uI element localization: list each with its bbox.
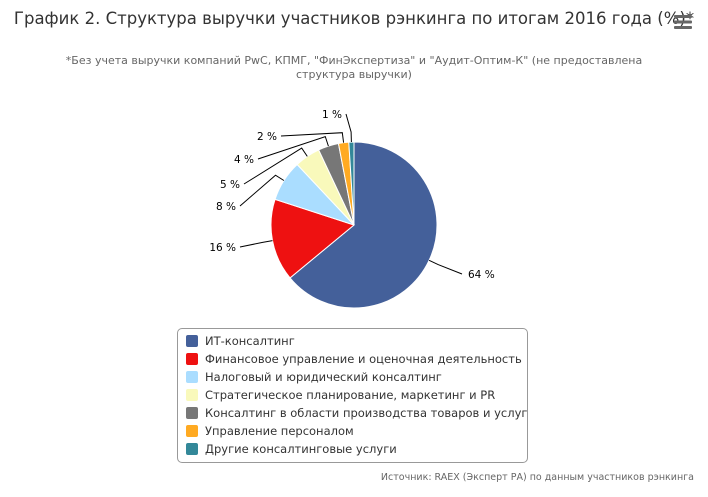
legend-label: Стратегическое планирование, маркетинг и…	[205, 388, 496, 402]
legend-swatch	[186, 407, 198, 419]
legend-label: Консалтинг в области производства товаро…	[205, 406, 528, 420]
legend-item[interactable]: Стратегическое планирование, маркетинг и…	[186, 386, 527, 404]
pie-connector	[257, 135, 329, 160]
legend-item[interactable]: Налоговый и юридический консалтинг	[186, 368, 527, 386]
pie-connector	[345, 113, 352, 143]
pie-connector	[428, 259, 463, 275]
legend-item[interactable]: Управление персоналом	[186, 422, 527, 440]
pie-connector	[239, 240, 273, 248]
legend-swatch	[186, 335, 198, 347]
source-note: Источник: RAEX (Эксперт РА) по данным уч…	[380, 472, 694, 483]
legend-item[interactable]: ИТ-консалтинг	[186, 332, 527, 350]
pie-data-labels: 64 % 16 % 8 % 5 % 4 %2 % 1 %	[209, 109, 494, 281]
legend: ИТ-консалтинг Финансовое управление и оце…	[177, 328, 528, 463]
pie-data-label: 1 %	[322, 109, 342, 121]
legend-label: Другие консалтинговые услуги	[205, 442, 397, 456]
pie-data-label: 2 %	[257, 131, 277, 143]
legend-label: ИТ-консалтинг	[205, 334, 295, 348]
chart-title: График 2. Структура выручки участников р…	[13, 9, 695, 28]
legend-item[interactable]: Консалтинг в области производства товаро…	[186, 404, 527, 422]
chart-subtitle: *Без учета выручки компаний PwC, КПМГ, "…	[65, 54, 643, 81]
pie-data-label: 8 %	[216, 201, 236, 213]
legend-swatch	[186, 389, 198, 401]
legend-label: Финансовое управление и оценочная деятел…	[205, 352, 522, 366]
pie-data-label: 4 %	[234, 154, 254, 166]
legend-label: Управление персоналом	[205, 424, 354, 438]
legend-swatch	[186, 443, 198, 455]
legend-swatch	[186, 425, 198, 437]
legend-swatch	[186, 371, 198, 383]
pie-connector	[243, 147, 308, 185]
legend-item[interactable]: Другие консалтинговые услуги	[186, 440, 527, 458]
pie-data-label: 16 %	[209, 242, 236, 254]
pie-connector	[239, 174, 285, 207]
pie-chart: 64 % 16 % 8 % 5 % 4 %2 % 1 %	[209, 109, 495, 309]
menu-icon[interactable]	[672, 12, 694, 32]
pie-slices	[270, 141, 438, 309]
pie-data-label: 64 %	[468, 269, 495, 281]
legend-item[interactable]: Финансовое управление и оценочная деятел…	[186, 350, 527, 368]
legend-label: Налоговый и юридический консалтинг	[205, 370, 442, 384]
pie-connectors	[239, 113, 463, 275]
pie-connector	[280, 132, 345, 143]
pie-data-label: 5 %	[220, 179, 240, 191]
pie-slice[interactable]	[348, 141, 355, 226]
pie-slice[interactable]	[270, 198, 356, 279]
legend-swatch	[186, 353, 198, 365]
